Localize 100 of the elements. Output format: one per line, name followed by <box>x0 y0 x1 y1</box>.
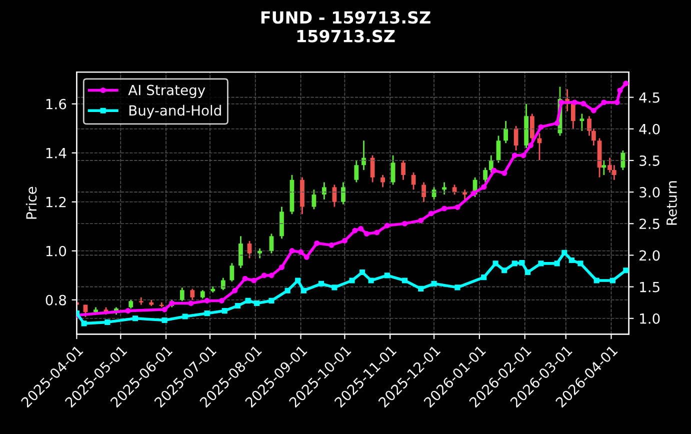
y2-tick-label: 2.5 <box>640 218 660 230</box>
candlestick <box>258 248 262 259</box>
point <box>358 226 364 232</box>
y2-tick-label: 1.0 <box>640 313 660 324</box>
point <box>349 278 355 284</box>
point <box>384 222 390 228</box>
point <box>481 274 487 280</box>
point <box>332 284 338 290</box>
point <box>431 280 437 286</box>
candlestick <box>238 235 243 269</box>
candlestick <box>496 135 501 164</box>
point <box>454 284 460 290</box>
point <box>617 88 623 94</box>
point <box>492 260 498 266</box>
legend-label: AI Strategy <box>128 84 206 98</box>
point <box>295 278 301 284</box>
point <box>81 320 87 326</box>
point <box>454 204 460 210</box>
point <box>519 260 525 266</box>
point <box>594 278 600 284</box>
point <box>314 240 320 246</box>
y2-tick-label: 4.5 <box>639 92 660 103</box>
point <box>245 298 251 304</box>
point <box>218 298 224 304</box>
y-tick-label: 1.4 <box>46 148 66 158</box>
chart-title: FUND - 159713.SZ <box>261 11 430 24</box>
y-tick-label: 0.8 <box>46 294 66 306</box>
point <box>491 168 497 174</box>
candlestick <box>322 182 326 200</box>
point <box>384 272 390 278</box>
legend-label: Buy-and-Hold <box>129 104 221 118</box>
point <box>318 280 324 286</box>
point <box>502 170 508 176</box>
candlestick <box>537 132 542 161</box>
point <box>402 220 408 226</box>
y2-tick-label: 3.5 <box>640 155 660 166</box>
candlestick <box>442 182 446 196</box>
point <box>162 306 168 312</box>
y-tick-label: 1.0 <box>46 246 66 256</box>
point <box>261 272 267 278</box>
point <box>442 206 448 212</box>
candlestick <box>190 288 195 301</box>
candlestick <box>422 182 426 203</box>
point <box>528 142 534 148</box>
y2-tick-label: 4.0 <box>639 124 660 134</box>
point <box>268 272 274 278</box>
point <box>568 258 574 264</box>
point <box>538 260 544 266</box>
candlestick <box>380 174 385 188</box>
point <box>278 264 285 270</box>
point <box>512 260 518 266</box>
candlestick <box>247 240 252 259</box>
point <box>562 250 568 256</box>
point <box>204 310 210 316</box>
point <box>352 228 358 234</box>
point <box>104 319 110 325</box>
point <box>242 276 248 282</box>
candlestick <box>341 182 346 206</box>
point <box>558 100 564 106</box>
point <box>538 124 544 130</box>
point <box>623 268 629 274</box>
point <box>132 316 138 322</box>
candlestick <box>230 262 234 282</box>
candlestick <box>602 160 606 176</box>
y-axis-title: Price <box>26 186 37 219</box>
point <box>374 230 380 236</box>
point <box>204 298 210 304</box>
point <box>402 278 408 284</box>
candlestick <box>580 112 584 132</box>
point <box>623 80 629 86</box>
point <box>610 278 616 284</box>
point <box>470 190 476 196</box>
point <box>251 278 257 284</box>
point <box>232 288 238 294</box>
candlestick <box>401 160 406 181</box>
candlestick <box>504 120 508 144</box>
y2-tick-label: 1.5 <box>640 282 660 292</box>
point <box>554 260 560 266</box>
point <box>418 286 424 292</box>
point <box>125 308 131 314</box>
candlestick <box>269 233 274 254</box>
point <box>428 210 434 216</box>
point <box>289 248 295 254</box>
point <box>359 270 366 276</box>
y2-tick-label: 2.0 <box>640 250 660 261</box>
point <box>188 300 194 306</box>
point <box>364 230 370 237</box>
point <box>572 100 578 106</box>
candlestick <box>220 277 226 291</box>
point <box>182 314 188 320</box>
candlestick <box>354 160 359 183</box>
point <box>284 288 290 294</box>
point <box>524 270 531 276</box>
chart-subtitle: 159713.SZ <box>297 30 395 42</box>
y2-axis-title: Return <box>666 181 677 225</box>
candlestick <box>180 286 184 302</box>
candlestick <box>483 166 488 183</box>
candlestick <box>462 188 467 200</box>
point <box>328 242 334 248</box>
point <box>614 100 620 106</box>
